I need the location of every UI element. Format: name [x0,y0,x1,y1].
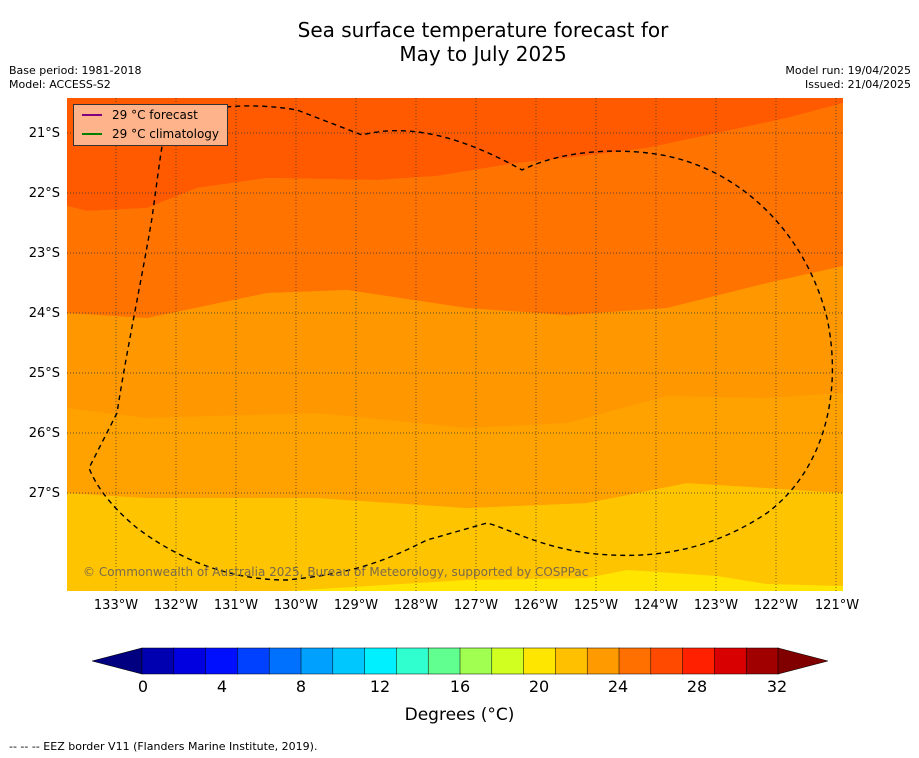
eez-footnote: -- -- -- EEZ border V11 (Flanders Marine… [9,740,318,753]
legend-row-climatology: 29 °C climatology [82,126,219,142]
legend-climatology-label: 29 °C climatology [112,127,220,141]
legend-row-forecast: 29 °C forecast [82,107,198,123]
issued-date: Issued: 21/04/2025 [804,78,911,91]
contour-legend: 29 °C forecast 29 °C climatology [73,104,228,146]
climatology-line-swatch [82,133,102,135]
colorbar-underflow-arrow [92,647,143,675]
colorbar-segment [427,647,461,675]
colorbar-segment [618,647,652,675]
colorbar-tick-28: 28 [686,677,708,696]
lon-label-121w: 121°W [814,598,860,613]
colorbar-tick-32: 32 [766,677,788,696]
colorbar-segment [459,647,493,675]
lon-label-127w: 127°W [453,598,499,613]
colorbar-segment [523,647,557,675]
colorbar-segment [237,647,270,675]
lat-label-24s: 24°S [28,306,60,321]
lon-label-123w: 123°W [693,598,739,613]
copyright-text: © Commonwealth of Australia 2025, Bureau… [83,565,589,579]
lon-label-124w: 124°W [633,598,679,613]
colorbar-segment [173,647,207,675]
forecast-line-swatch [82,114,102,116]
lon-label-125w: 125°W [573,598,619,613]
title-line-1: Sea surface temperature forecast for [297,18,669,42]
lon-label-132w: 132°W [153,598,199,613]
model-run: Model run: 19/04/2025 [785,64,911,77]
band-22-23-region [67,393,843,508]
band-20-21 [287,570,843,591]
lon-label-130w: 130°W [273,598,319,613]
band-24-25 [67,103,843,318]
colorbar-segment [205,647,239,675]
colorbar-tick-8: 8 [295,677,307,696]
band-23-24 [67,266,843,428]
colorbar-tick-0: 0 [137,677,149,696]
lat-label-25s: 25°S [28,366,60,381]
colorbar-tick-16: 16 [449,677,471,696]
colorbar-tick-4: 4 [216,677,228,696]
lon-label-133w: 133°W [93,598,139,613]
lat-label-27s: 27°S [28,486,60,501]
grid-lines [67,98,843,591]
colorbar-segment [364,647,398,675]
lon-label-128w: 128°W [393,598,439,613]
meta-left: Base period: 1981-2018 Model: ACCESS-S2 [9,64,141,92]
lon-label-131w: 131°W [213,598,259,613]
colorbar-segment [586,647,620,675]
colorbar-tick-24: 24 [607,677,629,696]
model-name: Model: ACCESS-S2 [9,78,111,91]
colorbar-segment [141,647,175,675]
band-21-22 [67,483,843,591]
colorbar-segment [682,647,716,675]
lon-label-126w: 126°W [513,598,559,613]
lat-label-21s: 21°S [28,126,60,141]
colorbar-segment [268,647,302,675]
eez-border [88,105,834,581]
colorbar-segment [650,647,684,675]
meta-right: Model run: 19/04/2025 Issued: 21/04/2025 [785,64,911,92]
lat-label-23s: 23°S [28,246,60,261]
temperature-colorbar [92,647,828,675]
colorbar-overflow-arrow [777,647,828,675]
colorbar-tick-20: 20 [528,677,550,696]
colorbar-segment [745,647,779,675]
sst-map [67,98,843,591]
colorbar-label: Degrees (°C) [404,705,515,725]
colorbar-segment [555,647,588,675]
colorbar-segment [714,647,747,675]
base-period: Base period: 1981-2018 [9,64,142,77]
colorbar-segment [491,647,525,675]
lat-label-22s: 22°S [28,186,60,201]
colorbar-segment [332,647,366,675]
band-25-26 [67,98,843,211]
colorbar-segment [396,647,429,675]
lat-label-26s: 26°S [28,426,60,441]
chart-title: Sea surface temperature forecast for May… [0,18,919,66]
title-line-2: May to July 2025 [399,42,567,66]
colorbar-tick-12: 12 [369,677,391,696]
lon-label-122w: 122°W [753,598,799,613]
legend-forecast-label: 29 °C forecast [112,108,198,122]
lon-label-129w: 129°W [333,598,379,613]
colorbar-segment [300,647,334,675]
